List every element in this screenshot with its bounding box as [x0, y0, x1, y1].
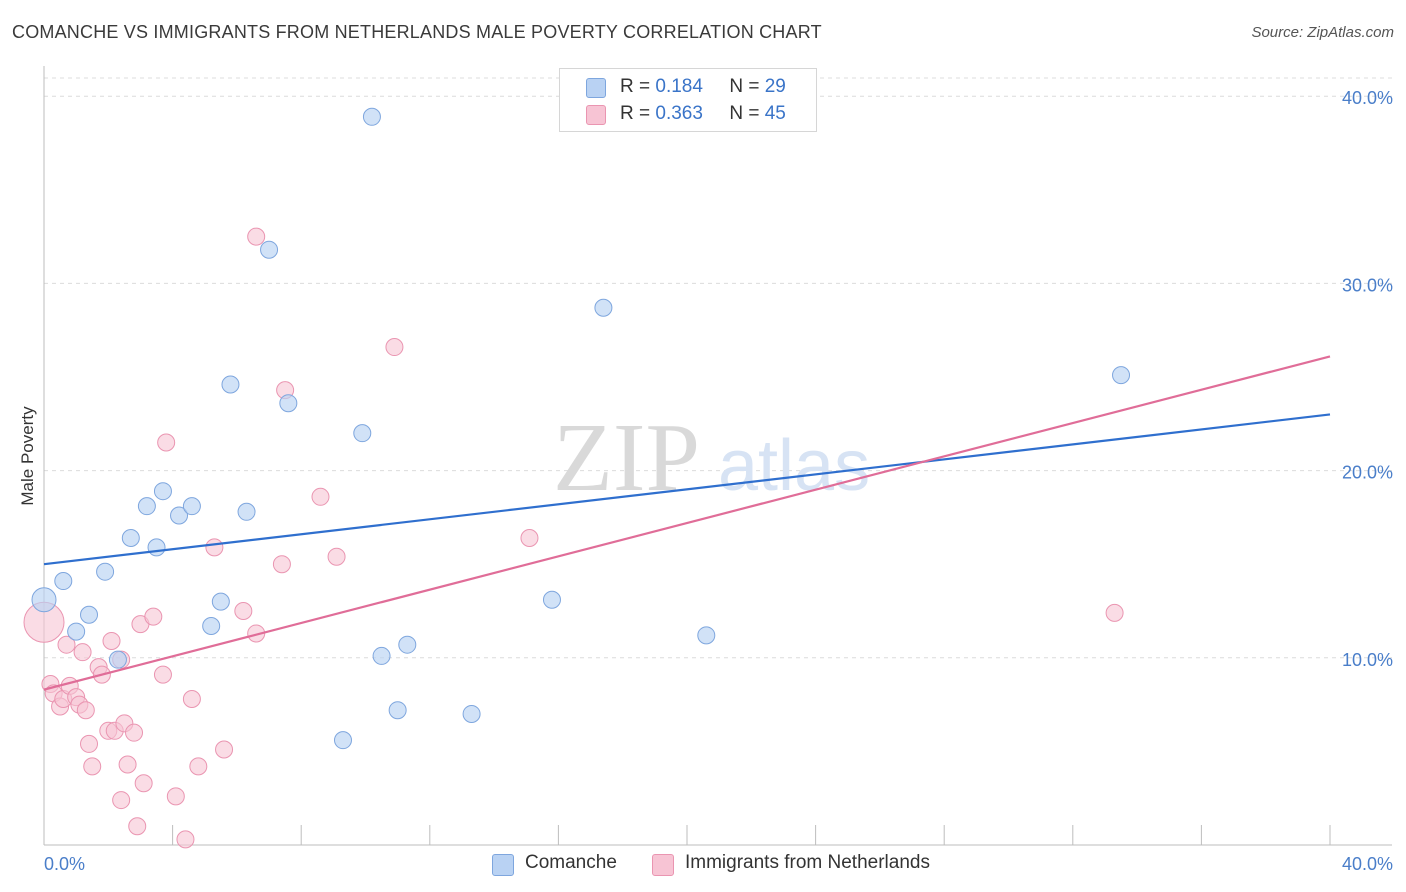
comanche-point [333, 731, 352, 750]
netherlands-swatch [586, 105, 606, 125]
netherlands-point [272, 555, 291, 574]
netherlands-point [182, 689, 201, 708]
bottom-legend-netherlands-label: Immigrants from Netherlands [685, 852, 930, 873]
comanche-point [153, 482, 172, 501]
comanche-point [260, 240, 279, 259]
netherlands-point [73, 643, 92, 662]
netherlands-point [166, 787, 185, 806]
netherlands-r-value: 0.363 [655, 103, 703, 124]
stats-legend: R = 0.184 N = 29 R = 0.363 N = 45 [559, 68, 817, 132]
trend-lines [43, 355, 1331, 691]
comanche-r-label: R = [620, 76, 651, 97]
y-tick-label: 10.0% [1342, 650, 1393, 670]
comanche-point [462, 704, 481, 723]
x-tick-label: 0.0% [44, 854, 85, 874]
comanche-trend-line [43, 413, 1331, 566]
comanche-point [237, 502, 256, 521]
netherlands-point [112, 791, 131, 810]
comanche-point [372, 646, 391, 665]
comanche-point [80, 605, 99, 624]
axes [43, 66, 1392, 846]
netherlands-point [520, 528, 539, 547]
netherlands-point [144, 607, 163, 626]
bottom-legend-netherlands-swatch [652, 854, 674, 876]
netherlands-point [153, 665, 172, 684]
comanche-point [362, 107, 381, 126]
comanche-point [121, 528, 140, 547]
netherlands-point [327, 547, 346, 566]
netherlands-point [80, 734, 99, 753]
netherlands-r-label: R = [620, 103, 651, 124]
comanche-point [31, 587, 57, 613]
series-netherlands-points [23, 227, 1124, 849]
comanche-point [1112, 366, 1131, 385]
netherlands-point [189, 757, 208, 776]
watermark-atlas: atlas [718, 426, 870, 506]
netherlands-trend-line [43, 355, 1331, 691]
netherlands-point [1105, 603, 1124, 622]
comanche-r-value: 0.184 [655, 76, 703, 97]
x-tick-label: 40.0% [1342, 854, 1393, 874]
netherlands-point [128, 817, 147, 836]
netherlands-point [134, 774, 153, 793]
y-tick-label: 40.0% [1342, 88, 1393, 108]
comanche-point [202, 616, 221, 635]
comanche-point [170, 506, 189, 525]
grid-lines [44, 77, 1392, 659]
netherlands-point [234, 602, 253, 620]
comanche-point [96, 562, 115, 581]
bottom-legend-comanche-label: Comanche [525, 852, 617, 873]
netherlands-point [157, 433, 176, 452]
watermark-zip: ZIP [553, 404, 700, 512]
netherlands-point [311, 487, 330, 506]
netherlands-point [215, 740, 234, 759]
netherlands-n-value: 45 [764, 103, 786, 124]
comanche-point [137, 497, 156, 516]
comanche-point [388, 701, 407, 720]
netherlands-point [176, 830, 195, 849]
comanche-point [67, 622, 86, 641]
netherlands-point [205, 538, 224, 557]
comanche-point [542, 590, 561, 609]
comanche-n-value: 29 [764, 76, 786, 97]
series-comanche-points [31, 107, 1131, 750]
netherlands-point [118, 755, 137, 774]
comanche-swatch [586, 78, 606, 98]
tick-labels: 10.0% 20.0% 30.0% 40.0% 0.0% 40.0% [44, 88, 1393, 874]
netherlands-point [76, 701, 95, 720]
y-tick-label: 20.0% [1342, 463, 1393, 483]
netherlands-point [385, 338, 404, 357]
comanche-n-label: N = [729, 76, 760, 97]
netherlands-point [247, 227, 266, 246]
comanche-point [108, 650, 127, 669]
netherlands-point [125, 723, 144, 742]
chart-title: COMANCHE VS IMMIGRANTS FROM NETHERLANDS … [12, 22, 822, 42]
netherlands-point [57, 635, 76, 654]
bottom-legend-comanche-swatch [492, 854, 514, 876]
watermark: ZIP atlas [553, 404, 870, 512]
comanche-point [182, 497, 201, 516]
netherlands-n-label: N = [729, 103, 760, 124]
y-tick-label: 30.0% [1342, 275, 1393, 295]
comanche-point [147, 538, 166, 557]
source-label: Source: ZipAtlas.com [1251, 24, 1394, 41]
comanche-point [221, 375, 240, 394]
comanche-point [54, 572, 73, 591]
comanche-point [353, 424, 372, 443]
comanche-point [594, 298, 613, 317]
netherlands-point [83, 757, 102, 776]
netherlands-point [102, 631, 121, 650]
comanche-point [697, 626, 716, 645]
comanche-point [211, 592, 230, 611]
comanche-point [398, 635, 417, 654]
comanche-point [279, 394, 298, 413]
